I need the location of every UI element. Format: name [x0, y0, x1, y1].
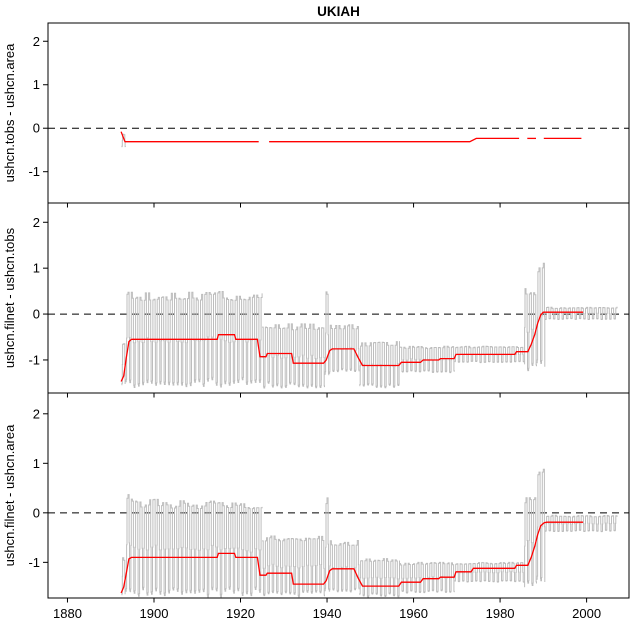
gray-monthly-series — [536, 262, 546, 367]
red-annual-series — [120, 131, 259, 143]
y-axis-label: ushcn.tobs - ushcn.area — [2, 43, 17, 183]
y-tick-label: 1 — [33, 77, 40, 92]
panel-1: -1 0 1 2 ushcn.tobs - ushcn.area — [2, 22, 630, 208]
red-annual-series — [120, 521, 584, 594]
x-tick-label: 1900 — [140, 606, 169, 621]
gray-monthly-series — [359, 341, 400, 389]
y-tick-label: -1 — [28, 352, 40, 367]
panel-2: -1 0 1 2 ushcn.filnet - ushcn.tobs — [2, 202, 630, 398]
x-tick-label: 1880 — [53, 606, 82, 621]
y-tick-label: 2 — [33, 406, 40, 421]
y-tick-label: 0 — [33, 121, 40, 136]
y-tick-label: 0 — [33, 307, 40, 322]
gray-monthly-series — [328, 540, 360, 593]
gray-monthly-series — [130, 498, 263, 598]
gray-monthly-series — [399, 561, 455, 594]
panel-border — [47, 392, 630, 599]
y-tick-label: -1 — [28, 555, 40, 570]
gray-monthly-series — [359, 558, 400, 598]
gray-monthly-series — [454, 561, 525, 583]
gray-monthly-series — [536, 468, 546, 582]
panel-3: -1 0 1 2 ushcn.filnet - ushcn.area — [2, 392, 630, 603]
panel-border — [47, 22, 630, 204]
y-tick-label: -1 — [28, 164, 40, 179]
gray-monthly-series — [328, 324, 360, 374]
y-tick-label: 1 — [33, 261, 40, 276]
chart-title: UKIAH — [317, 4, 360, 19]
gray-monthly-series — [121, 557, 126, 596]
gray-monthly-series — [121, 343, 126, 386]
gray-monthly-series — [544, 514, 618, 533]
y-tick-label: 0 — [33, 505, 40, 520]
panel-data-area — [120, 131, 582, 148]
x-tick-label: 1960 — [399, 606, 428, 621]
y-axis-label: ushcn.filnet - ushcn.area — [2, 424, 17, 566]
x-tick-label: 1940 — [313, 606, 342, 621]
y-tick-label: 2 — [33, 215, 40, 230]
gray-monthly-series — [454, 345, 525, 364]
panel-data-area — [120, 262, 618, 389]
gray-monthly-series — [262, 323, 325, 389]
x-tick-label: 2000 — [572, 606, 601, 621]
gray-monthly-series — [262, 535, 325, 598]
gray-monthly-series — [524, 497, 537, 588]
panel-data-area — [120, 468, 618, 598]
y-tick-label: 1 — [33, 456, 40, 471]
gray-monthly-series — [324, 497, 330, 592]
y-axis-label: ushcn.filnet - ushcn.tobs — [2, 227, 17, 368]
red-annual-series — [269, 137, 520, 143]
gray-monthly-series — [399, 345, 455, 374]
x-tick-label: 1980 — [486, 606, 515, 621]
gray-monthly-series — [544, 306, 618, 320]
gray-monthly-series — [524, 288, 537, 372]
x-tick-label: 1920 — [226, 606, 255, 621]
gray-monthly-series — [324, 291, 330, 376]
y-tick-label: 2 — [33, 34, 40, 49]
red-annual-series — [120, 311, 584, 382]
